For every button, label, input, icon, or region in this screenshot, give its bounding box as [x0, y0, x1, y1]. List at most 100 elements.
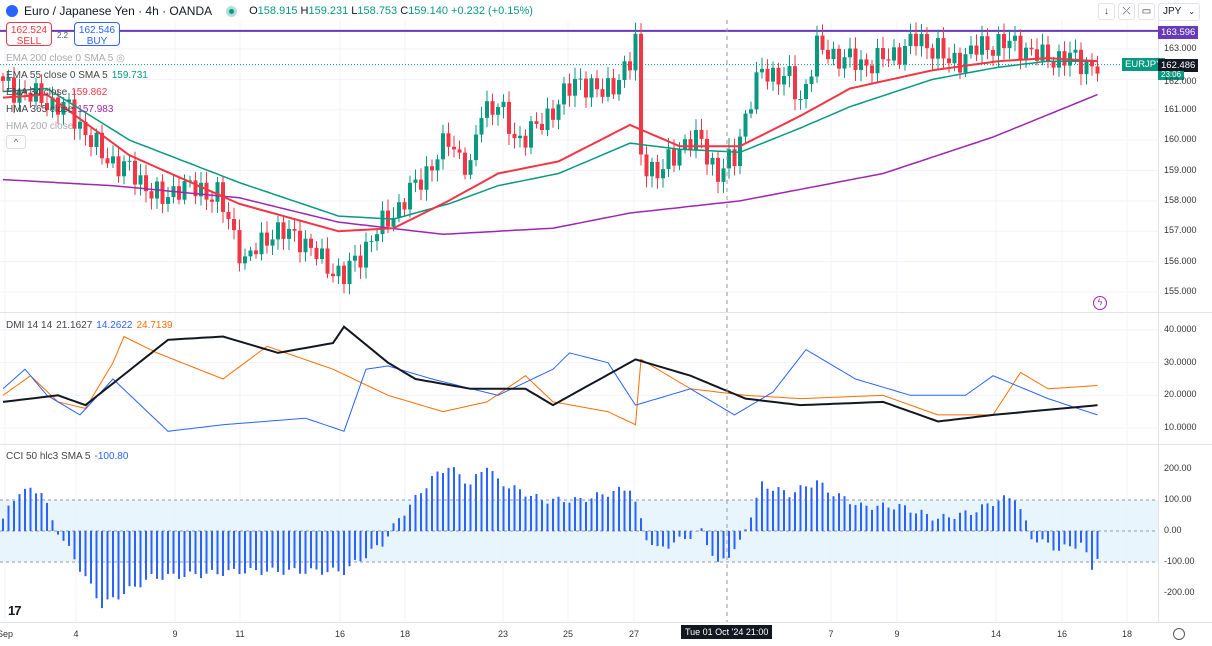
candle-body [853, 48, 858, 70]
settings-icon[interactable] [1173, 628, 1185, 640]
candle-body [925, 33, 929, 49]
arrow-down-button[interactable]: ↓ [1098, 3, 1115, 20]
candle-body [94, 132, 99, 148]
symbol-title[interactable]: Euro / Japanese Yen · 4h · OANDA [24, 4, 213, 18]
candle-body [875, 48, 880, 74]
candle-body [600, 89, 605, 97]
candle-body [826, 49, 830, 60]
buy-button[interactable]: 162.546 BUY [74, 22, 120, 47]
candle-body [650, 161, 654, 177]
price-tick: 157.000 [1164, 225, 1197, 236]
candle-body [738, 136, 742, 167]
candle-body [974, 45, 979, 55]
candle-body [490, 101, 495, 115]
candle-body [397, 202, 401, 218]
candle-body [1029, 47, 1034, 50]
candle-body [309, 238, 313, 248]
lightning-icon[interactable]: ϟ [1093, 296, 1107, 310]
symbol-tag: EURJPY [1122, 58, 1166, 71]
candle-body [144, 175, 148, 192]
candle-body [804, 84, 808, 100]
maximize-pane-button[interactable]: ▭ [1138, 3, 1155, 20]
candle-body [859, 59, 863, 70]
legend-ema200[interactable]: EMA 200 close 0 SMA 5 ◎ [6, 53, 125, 64]
countdown-tag: 23:06 [1158, 71, 1185, 80]
candle-body [166, 197, 170, 204]
candle-body [540, 123, 544, 131]
time-tick: 7 [828, 629, 834, 639]
sell-button[interactable]: 162.524 SELL [6, 22, 52, 47]
candle-body [628, 61, 632, 71]
candle-body [765, 68, 770, 82]
candle-body [276, 222, 280, 240]
candle-body [936, 38, 940, 59]
candle-body [369, 241, 374, 243]
candle-body [864, 59, 869, 66]
candle-body [727, 149, 731, 169]
candle-body [743, 113, 748, 137]
candle-body [474, 134, 478, 161]
candle-body [89, 135, 93, 148]
legend-cci[interactable]: CCI 50 hlc3 SMA 5 -100.80 [6, 451, 129, 462]
dmi-tick: 40.0000 [1164, 324, 1197, 334]
candle-body [606, 78, 610, 97]
candle-body [952, 52, 957, 64]
candle-body [193, 180, 198, 197]
candle-body [908, 33, 913, 47]
candle-body [215, 182, 220, 202]
candle-body [243, 256, 247, 264]
ema55-line [2, 60, 1098, 220]
legend-dmi[interactable]: DMI 14 14 21.1627 14.2622 24.7139 [6, 320, 173, 331]
candle-body [1013, 35, 1017, 41]
legend-hma200[interactable]: HMA 200 close [6, 121, 74, 132]
candle-body [199, 182, 203, 197]
hidden-eye-icon[interactable]: ◎ [116, 53, 125, 64]
candle-body [507, 101, 511, 134]
candle-body [270, 239, 275, 246]
candle-body [259, 232, 264, 255]
collapse-pane-button[interactable]: ⤫ [1118, 3, 1135, 20]
price-tick: 161.000 [1164, 103, 1197, 114]
candle-body [1002, 34, 1006, 49]
legend-ema34[interactable]: EMA 34 close 159.862 [6, 87, 108, 98]
candle-body [793, 66, 797, 100]
euro-flag-icon [6, 5, 18, 17]
candle-body [930, 48, 935, 59]
legend-hma365[interactable]: HMA 365 close 157.983 [6, 104, 114, 115]
cci-tick: 0.00 [1164, 525, 1182, 535]
candle-body [336, 265, 341, 277]
cci-tick: 100.00 [1164, 494, 1192, 504]
candle-body [589, 78, 594, 98]
currency-select[interactable]: JPY ⌄ [1158, 3, 1200, 21]
candle-body [848, 48, 852, 58]
candle-body [100, 132, 104, 159]
candle-body [391, 217, 396, 227]
candle-body [754, 72, 759, 110]
price-tick: 158.000 [1164, 194, 1197, 205]
candle-body [39, 83, 44, 103]
time-tick: 18 [1121, 629, 1133, 639]
collapse-legend-button[interactable]: ^ [6, 135, 26, 149]
candle-body [441, 133, 445, 160]
candle-body [56, 97, 60, 115]
candle-body [50, 97, 55, 110]
symbol-header: Euro / Japanese Yen · 4h · OANDA O158.91… [6, 4, 533, 18]
dmi-tick: 30.0000 [1164, 356, 1197, 367]
candle-body [1046, 44, 1050, 62]
minus-di-line [2, 335, 1098, 426]
candle-body [1084, 61, 1089, 75]
time-tick: 14 [990, 629, 1002, 639]
candle-body [672, 149, 676, 166]
candle-body [1024, 47, 1028, 60]
cci-tick: -100.00 [1164, 556, 1195, 566]
time-tick: 11 [235, 629, 245, 639]
candle-body [479, 117, 484, 135]
price-tick: 159.000 [1164, 164, 1197, 175]
legend-ema55[interactable]: EMA 55 close 0 SMA 5 159.731 [6, 70, 148, 81]
candle-body [870, 65, 874, 74]
candle-body [105, 158, 110, 164]
candle-body [963, 54, 968, 73]
candle-body [661, 169, 665, 179]
candle-body [721, 168, 726, 182]
